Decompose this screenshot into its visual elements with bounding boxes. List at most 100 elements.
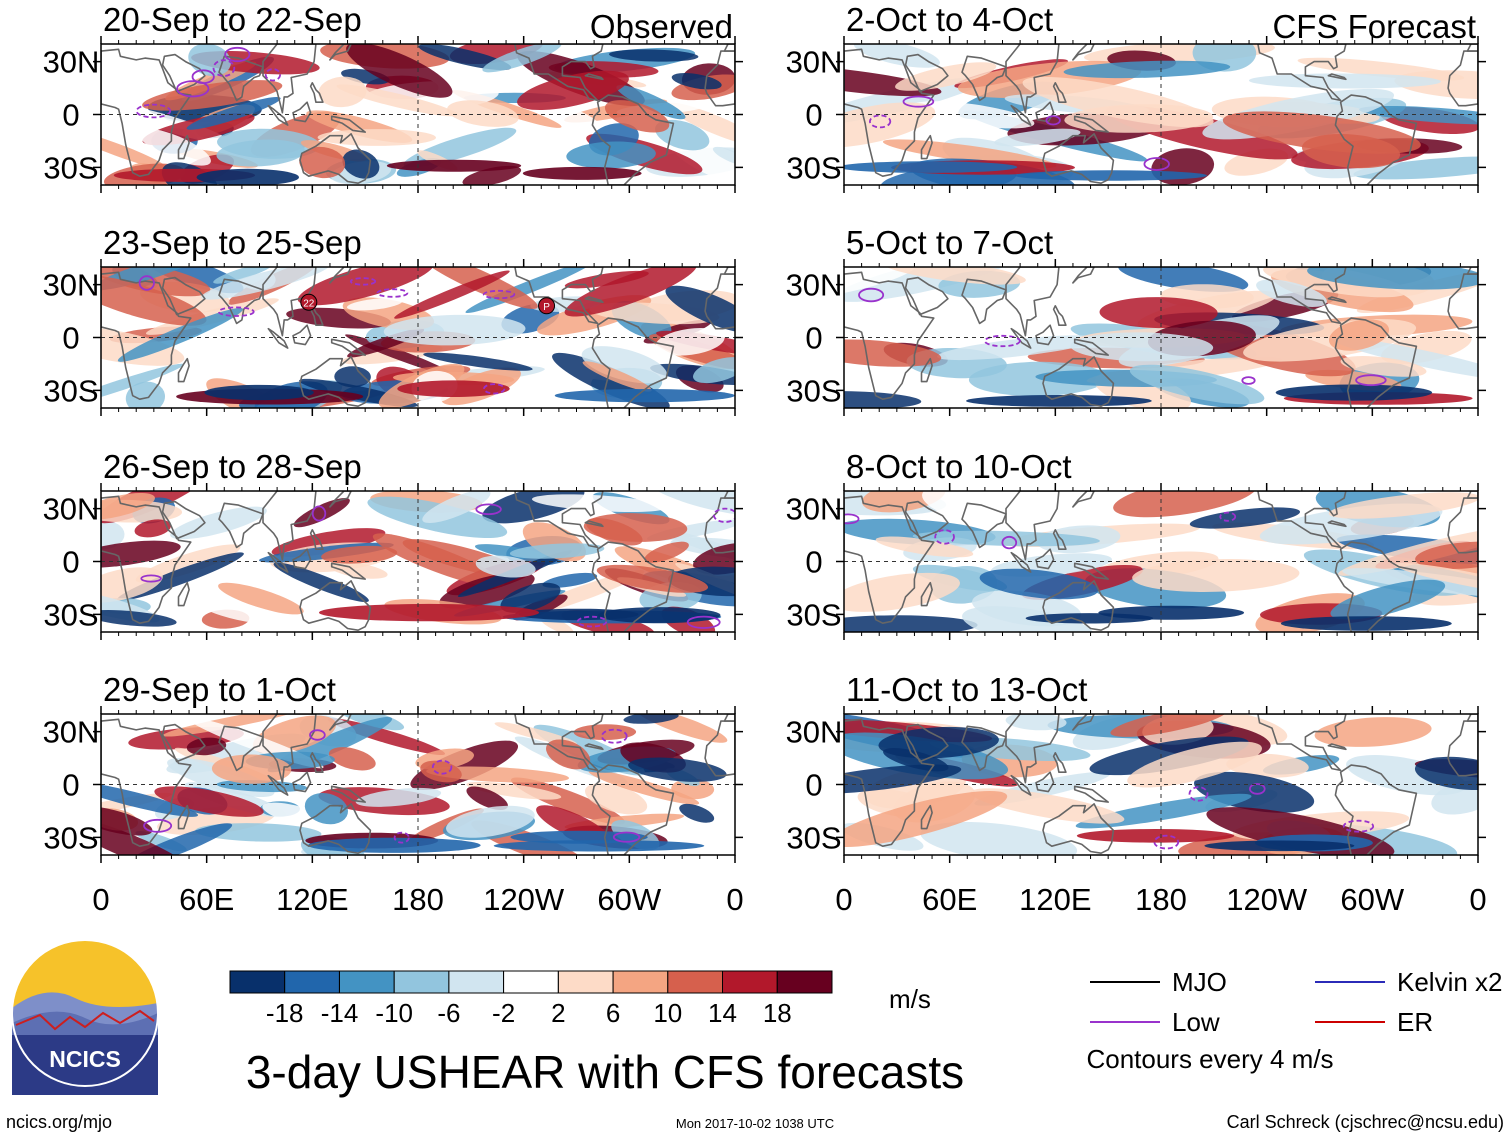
coastline [292,324,312,346]
coastline [1257,267,1347,325]
coastline [514,44,604,102]
coastline [330,338,366,356]
low-contour [135,103,172,119]
coastline [514,267,604,325]
coastline [1010,104,1032,126]
x-tick-label: 120E [276,882,348,917]
low-contour [140,574,162,583]
coastline [704,720,735,777]
low-contour [224,46,251,63]
coastline [262,491,317,561]
low-contour [984,334,1021,348]
y-tick-label: 30S [786,150,841,185]
x-tick-label: 0 [726,882,743,917]
coastline [267,327,289,349]
low-contour [376,288,409,298]
legend-label: ER [1397,1007,1433,1037]
coastline [904,723,949,763]
x-tick-label: 180 [392,882,444,917]
column-heading: CFS Forecast [1272,8,1476,45]
coastline [1327,296,1347,304]
coastline [1052,82,1067,103]
low-contour [1045,115,1061,126]
colorbar-swatch [229,970,286,994]
coastline [292,771,312,793]
colorbar-swatch [448,970,505,994]
low-contour [1219,511,1237,522]
coastline [591,764,675,855]
coastline [262,44,317,114]
y-tick-label: 30S [786,373,841,408]
coastline [218,55,264,102]
colorbar-swatch [612,970,669,994]
coastline [961,502,1007,549]
coastline [1327,743,1347,751]
coastline [330,785,366,803]
x-tick-label: 0 [1469,882,1486,917]
coastline [904,276,949,316]
y-tick-label: 30S [43,373,98,408]
panel-title: 23-Sep to 25-Sep [103,224,362,261]
panel-title: 11-Oct to 13-Oct [846,671,1087,708]
coastline [1257,44,1347,102]
coastline [1334,541,1418,632]
low-contour [1188,786,1209,802]
contour-interval-note: Contours every 4 m/s [1086,1044,1333,1074]
coastline [1327,520,1347,528]
coastline [584,520,604,528]
low-contour [1143,157,1170,171]
coastline [1327,73,1347,81]
panel-title: 5-Oct to 7-Oct [846,224,1053,261]
colorbar-label: 18 [763,998,792,1028]
legend: MJO Kelvin x2 Low ER [1090,967,1503,1037]
x-tick-label: 60W [1340,882,1404,917]
low-contour [309,729,326,741]
coastline [1447,720,1478,777]
y-tick-label: 30N [786,492,843,527]
coastline [267,774,289,796]
coastline [1072,44,1095,61]
low-contour [1241,376,1256,385]
coastline [218,278,264,325]
x-tick-label: 180 [1135,882,1187,917]
footer-url[interactable]: ncics.org/mjo [6,1112,112,1132]
colorbar-label: -18 [266,998,304,1028]
coastline [177,134,190,160]
logo-redline [15,1009,155,1031]
map-panel: 30N 0 30S 29-Sep to 1-Oct [43,671,743,863]
map-panel: 30N 0 30S 8-Oct to 10-Oct [786,448,1486,640]
low-contour [176,80,210,98]
y-tick-label: 30S [43,150,98,185]
coastline [1035,771,1055,793]
coastline [704,497,735,554]
coastline [1005,714,1060,784]
low-contour [212,59,236,77]
coastline [101,271,192,400]
low-contour [902,95,935,108]
coastline [1052,305,1067,326]
coastline [1073,338,1109,356]
map-panel: 30N 0 30S 23-Sep to 25-Sep 22 P [43,224,743,416]
coastline [1257,491,1347,549]
x-tick-label: 0 [92,882,109,917]
footer-timestamp: Mon 2017-10-02 1038 UTC [676,1116,834,1131]
low-contour [138,275,155,291]
coastline [920,134,933,160]
colorbar-label: 14 [708,998,737,1028]
low-contour [934,529,955,545]
colorbar-swatch [503,970,559,994]
low-contour [858,287,885,303]
low-contour [482,289,516,300]
units-label: m/s [889,984,931,1014]
coastline [218,502,264,549]
panel-title: 20-Sep to 22-Sep [103,1,362,38]
coastline [1005,267,1060,337]
coastline [292,101,312,123]
low-contour [1001,535,1018,550]
storm-marker-label: 22 [303,298,315,309]
coastline [1072,714,1095,731]
coastline [161,53,206,93]
coastline [330,562,366,580]
y-tick-label: 30N [786,715,843,750]
coastline [704,50,735,107]
